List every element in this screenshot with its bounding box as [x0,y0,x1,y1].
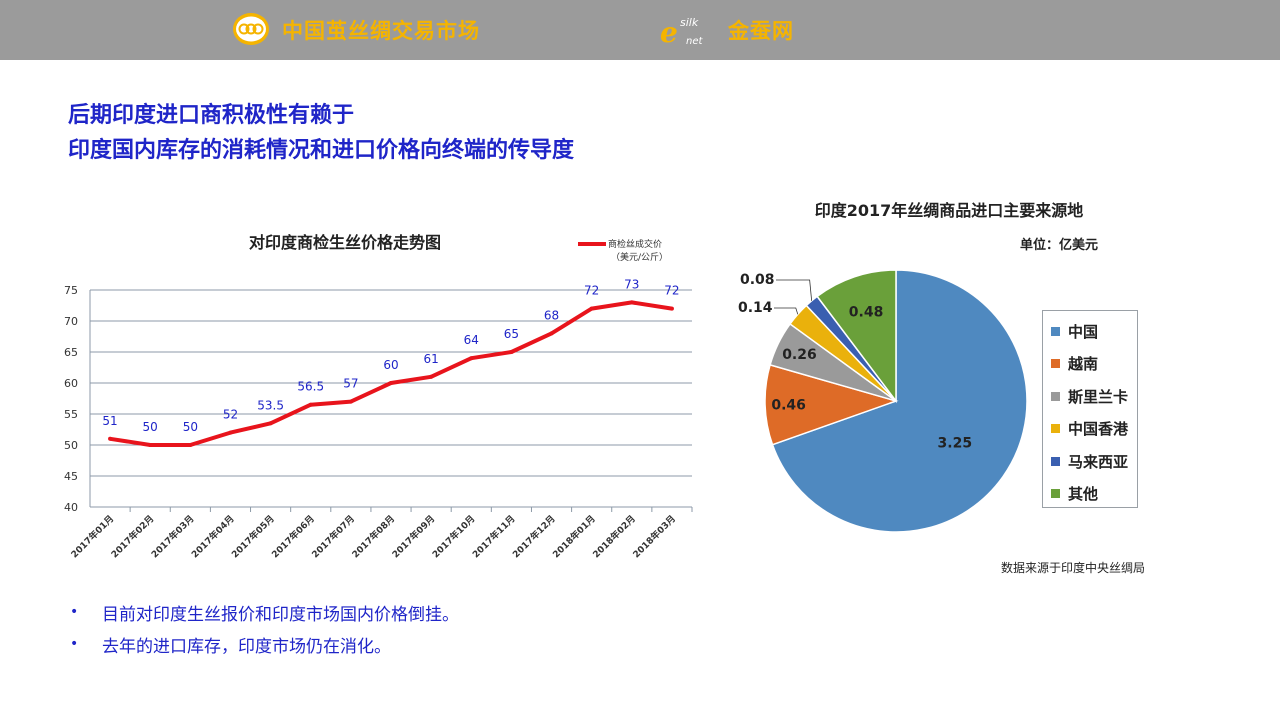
data-point [148,443,153,447]
data-point [228,430,233,435]
data-label: 53.5 [257,398,284,412]
data-point [589,306,594,311]
data-label: 56.5 [297,380,324,394]
data-point [509,350,514,354]
svg-text:silk: silk [680,16,699,29]
bullet-text: 目前对印度生丝报价和印度市场国内价格倒挂。 [102,604,459,625]
bullet-item: • 目前对印度生丝报价和印度市场国内价格倒挂。 [70,596,459,628]
legend-item: 其他 [1043,478,1137,511]
line-chart-title: 对印度商检生丝价格走势图 [249,233,441,252]
header-bar: 中国茧丝绸交易市场 e silk net 金蚕网 [0,0,1280,60]
data-label: 65 [504,327,519,341]
pie-chart-title: 印度2017年丝绸商品进口主要来源地 [815,201,1084,220]
data-point [429,374,434,379]
legend-label: 越南 [1068,355,1099,374]
price-trend-line-chart: 对印度商检生丝价格走势图40455055606570752017年01月2017… [64,233,693,561]
data-point [108,436,113,441]
legend-swatch [1051,391,1060,401]
data-label: 57 [343,377,358,391]
legend-swatch [1051,456,1060,466]
data-label: 68 [544,308,559,322]
headline-line-1: 后期印度进口商积极性有赖于 [68,103,355,128]
data-point [549,331,554,336]
data-point [308,402,313,407]
legend-label: 商检丝成交价 [608,238,662,250]
y-tick-label: 70 [64,315,78,328]
esilk-logo-icon: e silk net [660,16,703,49]
brand-left-name: 中国茧丝绸交易市场 [282,19,480,43]
x-tick-label: 2018年03月 [630,513,678,561]
legend-swatch [1051,489,1060,499]
data-label: 72 [664,284,679,298]
legend-item: 马来西亚 [1043,445,1137,478]
data-label: 64 [464,333,479,347]
y-tick-label: 55 [64,408,78,421]
data-label: 73 [624,277,639,291]
bullet-list: • 目前对印度生丝报价和印度市场国内价格倒挂。 • 去年的进口库存，印度市场仍在… [70,596,459,660]
bullet-item: • 去年的进口库存，印度市场仍在消化。 [70,628,459,660]
data-point [389,381,393,385]
pie-data-label: 0.08 [740,272,775,288]
legend-unit: （美元/公斤） [611,251,668,263]
data-label: 61 [423,352,438,366]
y-tick-label: 60 [64,377,78,390]
pie-data-label: 3.25 [938,436,973,452]
data-point [629,300,634,305]
brand-right-name: 金蚕网 [728,19,794,43]
pie-slice [771,269,1028,533]
legend-label: 马来西亚 [1068,452,1129,471]
data-point [669,306,674,311]
silk-exchange-logo-icon [233,13,269,45]
legend-item: 中国 [1043,315,1137,348]
headline-line-2: 印度国内库存的消耗情况和进口价格向终端的传导度 [68,138,575,163]
data-source-note: 数据来源于印度中央丝绸局 [1001,560,1145,575]
pie-slice [764,363,899,446]
svg-text:net: net [686,36,703,47]
y-tick-label: 45 [64,470,78,483]
legend-item: 中国香港 [1043,413,1137,446]
legend-swatch [1051,424,1060,434]
y-tick-label: 75 [64,284,78,297]
data-label: 72 [584,284,599,298]
y-tick-label: 50 [64,439,78,452]
leader-line [776,279,813,301]
data-point [188,443,193,447]
legend-label: 中国香港 [1068,420,1129,439]
legend-swatch [1051,326,1060,336]
svg-text:e: e [660,16,678,49]
legend-item: 斯里兰卡 [1043,380,1137,413]
y-tick-label: 65 [64,346,78,359]
legend-swatch [1051,359,1060,369]
pie-legend: 中国越南斯里兰卡中国香港马来西亚其他 [1042,310,1138,508]
leader-line [774,307,799,315]
data-point [348,399,353,404]
legend-item: 越南 [1043,348,1137,381]
pie-data-label: 0.26 [782,347,817,363]
data-label: 50 [183,420,198,434]
data-label: 60 [383,358,398,372]
pie-unit-label: 单位：亿美元 [1020,237,1098,253]
data-label: 51 [102,414,117,428]
data-label: 50 [143,420,158,434]
data-label: 52 [223,408,238,422]
bullet-dot-icon: • [70,636,79,652]
bullet-text: 去年的进口库存，印度市场仍在消化。 [102,636,391,657]
bullet-dot-icon: • [70,604,79,620]
pie-data-label: 0.46 [771,397,806,413]
y-tick-label: 40 [64,501,78,514]
pie-data-label: 0.48 [849,305,884,321]
data-point [268,421,273,426]
pie-data-label: 0.14 [738,300,773,316]
legend-label: 其他 [1068,485,1099,504]
legend-label: 斯里兰卡 [1068,387,1129,406]
legend-label: 中国 [1068,322,1099,341]
pie-slice [816,269,897,404]
data-point [469,356,474,361]
